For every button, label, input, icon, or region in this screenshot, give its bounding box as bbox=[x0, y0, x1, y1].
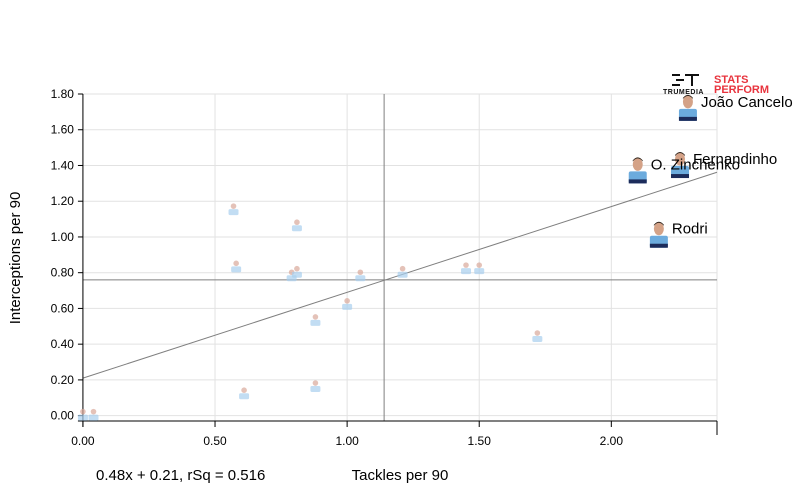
y-axis-title: Interceptions per 90 bbox=[7, 192, 24, 325]
player-label: Fernandinho bbox=[693, 151, 777, 168]
trumedia-logo: TRUMEDIA bbox=[663, 74, 704, 96]
player-marker bbox=[231, 260, 242, 273]
y-tick-label: 0.20 bbox=[51, 373, 75, 387]
y-tick-label: 0.00 bbox=[51, 409, 75, 423]
player-marker-featured bbox=[649, 221, 668, 248]
svg-text:TRUMEDIA: TRUMEDIA bbox=[663, 89, 704, 96]
player-marker-featured bbox=[628, 157, 647, 184]
y-tick-label: 1.00 bbox=[51, 230, 75, 244]
y-tick-label: 1.40 bbox=[51, 158, 75, 172]
x-tick-label: 1.50 bbox=[468, 434, 492, 448]
data-points bbox=[77, 94, 697, 421]
trendline-equation: 0.48x + 0.21, rSq = 0.516 bbox=[96, 467, 265, 484]
player-label: O. Zinchenko bbox=[651, 156, 740, 173]
stats-perform-logo: STATS PERFORM bbox=[714, 74, 769, 96]
y-tick-label: 0.60 bbox=[51, 301, 75, 315]
player-marker bbox=[397, 265, 408, 278]
svg-text:PERFORM: PERFORM bbox=[714, 84, 769, 96]
x-tick-label: 1.00 bbox=[335, 434, 359, 448]
player-label: Rodri bbox=[672, 221, 708, 238]
player-marker bbox=[310, 380, 321, 393]
player-marker bbox=[310, 314, 321, 326]
grid-lines bbox=[82, 93, 718, 421]
player-marker bbox=[342, 298, 353, 310]
y-tick-label: 1.60 bbox=[51, 123, 75, 137]
y-tick-label: 1.80 bbox=[51, 87, 75, 101]
player-marker bbox=[239, 387, 250, 400]
player-marker bbox=[291, 219, 302, 232]
player-marker bbox=[291, 265, 302, 278]
player-marker bbox=[474, 262, 485, 275]
axes: 0.00 0.20 0.40 0.60 0.80 1.00 1.20 1.40 1.60 1.80… bbox=[51, 87, 718, 448]
player-marker-featured bbox=[678, 94, 697, 121]
player-label: João Cancelo bbox=[701, 94, 793, 111]
y-tick-label: 0.40 bbox=[51, 337, 75, 351]
x-tick-label: 0.50 bbox=[203, 434, 227, 448]
svg-text:STATS: STATS bbox=[714, 74, 748, 86]
y-tick-label: 0.80 bbox=[51, 266, 75, 280]
player-marker bbox=[355, 269, 366, 282]
x-axis-title: Tackles per 90 bbox=[352, 467, 449, 484]
player-marker bbox=[88, 408, 99, 421]
x-tick-label: 2.00 bbox=[600, 434, 624, 448]
player-marker bbox=[228, 203, 239, 216]
x-tick-label: 0.00 bbox=[71, 434, 95, 448]
y-tick-label: 1.20 bbox=[51, 194, 75, 208]
player-marker-featured bbox=[671, 152, 690, 179]
player-marker bbox=[532, 330, 543, 343]
player-marker bbox=[77, 408, 88, 421]
player-marker bbox=[461, 262, 472, 275]
reference-lines bbox=[82, 94, 718, 421]
